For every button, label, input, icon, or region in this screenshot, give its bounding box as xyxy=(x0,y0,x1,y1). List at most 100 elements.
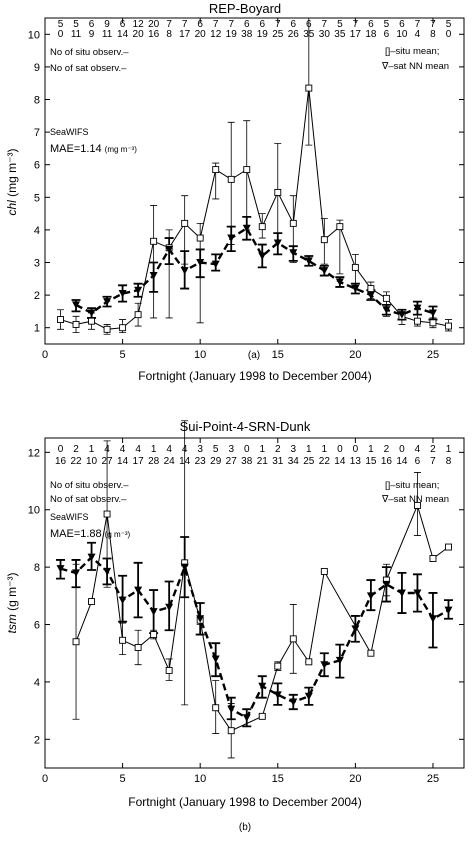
situ-point xyxy=(72,320,80,328)
sat-point xyxy=(103,298,112,306)
y-tick-label: 6 xyxy=(34,620,40,632)
sat-point xyxy=(304,692,313,701)
sat-count: 19 xyxy=(226,29,238,40)
sat-count: 16 xyxy=(55,456,67,467)
sat-point xyxy=(242,714,251,722)
situ-point xyxy=(150,237,158,245)
situ-point xyxy=(445,543,452,551)
situ-point xyxy=(212,166,220,174)
sat-point xyxy=(289,698,298,706)
sat-point xyxy=(72,569,81,577)
situ-point xyxy=(243,166,251,174)
sat-point xyxy=(382,580,391,589)
situ-point xyxy=(429,319,437,327)
situ-point xyxy=(258,223,266,231)
situ-count: 6 xyxy=(368,19,374,30)
sat-count: 25 xyxy=(272,29,284,40)
y-tick-label: 4 xyxy=(34,225,40,237)
sat-count: 0 xyxy=(58,29,64,40)
y-tick-label: 2 xyxy=(34,290,40,302)
x-axis-label-a: Fortnight (January 1998 to December 2004… xyxy=(138,369,371,383)
mae-value-b: MAE=1.88 xyxy=(50,528,102,540)
situ-count: 6 xyxy=(399,19,405,30)
sat-count: 19 xyxy=(257,29,269,40)
y-tick-label: 1 xyxy=(34,323,40,335)
sat-point xyxy=(149,608,158,616)
situ-count: 0 xyxy=(399,444,405,455)
situ-count: 5 xyxy=(446,19,452,30)
y-axis-var-a: chl xyxy=(5,200,19,216)
sat-count: 15 xyxy=(365,456,377,467)
situ-count: 3 xyxy=(291,444,297,455)
situ-point xyxy=(413,317,421,325)
situ-point xyxy=(57,316,64,323)
situ-count: 1 xyxy=(259,444,265,455)
sat-point xyxy=(397,589,406,597)
sat-point xyxy=(428,309,437,318)
sat-count: 14 xyxy=(396,456,408,467)
sat-count: 25 xyxy=(303,456,315,467)
sat-point xyxy=(320,267,329,275)
sat-count: 7 xyxy=(430,456,436,467)
situ-count: 0 xyxy=(353,444,359,455)
sat-count: 6 xyxy=(384,29,390,40)
sat-point xyxy=(258,252,267,260)
situ-point xyxy=(165,666,173,674)
y-axis-var-b: tsm xyxy=(5,614,19,633)
x-tick-label: 10 xyxy=(194,349,206,361)
situ-count: 6 xyxy=(259,19,265,30)
sat-count-legend-b: No of sat observ.– xyxy=(50,494,127,505)
sat-point xyxy=(72,301,81,309)
y-axis-unit-b: (g m⁻³) xyxy=(5,572,19,614)
sat-series-line xyxy=(75,226,434,316)
sat-count: 28 xyxy=(148,456,160,467)
situ-count: 5 xyxy=(384,19,390,30)
situ-count: 20 xyxy=(148,19,160,30)
situ-count: 6 xyxy=(291,19,297,30)
x-tick-label: 25 xyxy=(427,773,439,785)
mae-text-b: MAE=1.88 (g m⁻³) xyxy=(50,528,131,540)
x-tick-label: 20 xyxy=(349,773,361,785)
situ-point xyxy=(274,188,282,196)
situ-point xyxy=(445,322,452,330)
y-tick-label: 8 xyxy=(34,95,40,107)
sat-point xyxy=(413,304,422,313)
situ-point xyxy=(289,219,297,227)
sat-point xyxy=(320,661,329,669)
sat-count: 8 xyxy=(430,29,436,40)
sat-count: 13 xyxy=(350,456,362,467)
x-axis-label-b: Fortnight (January 1998 to December 2004… xyxy=(128,795,361,809)
sat-point xyxy=(227,234,236,243)
sat-point xyxy=(118,289,127,298)
sat-point xyxy=(211,655,220,663)
situ-count-legend-b: No of situ observ.– xyxy=(50,480,129,491)
sat-point xyxy=(382,306,391,314)
situ-count: 4 xyxy=(415,444,421,455)
y-axis-unit-a: (mg m⁻³) xyxy=(5,148,19,200)
situ-count: 6 xyxy=(244,19,250,30)
sat-count: 14 xyxy=(117,456,129,467)
sat-count: 17 xyxy=(350,29,362,40)
situ-count: 6 xyxy=(197,19,203,30)
situ-count: 1 xyxy=(89,444,95,455)
situ-point xyxy=(181,219,189,227)
sat-count: 31 xyxy=(272,456,284,467)
situ-count: 5 xyxy=(58,19,64,30)
situ-point xyxy=(289,635,297,643)
situ-count: 1 xyxy=(306,444,312,455)
situ-point xyxy=(382,294,390,302)
situ-point xyxy=(413,501,421,509)
situ-point xyxy=(320,567,328,575)
sat-point xyxy=(444,606,453,615)
y-tick-label: 2 xyxy=(34,734,40,746)
situ-point xyxy=(150,631,158,639)
x-tick-label: 0 xyxy=(42,349,48,361)
panel-label-b: (b) xyxy=(239,822,251,833)
situ-count-legend-a: No of situ observ.– xyxy=(50,47,129,58)
sat-count: 0 xyxy=(446,29,452,40)
sat-count: 10 xyxy=(396,29,408,40)
chart-title-a: REP-Boyard xyxy=(209,1,281,16)
sat-count: 29 xyxy=(210,456,222,467)
situ-count: 5 xyxy=(337,19,343,30)
